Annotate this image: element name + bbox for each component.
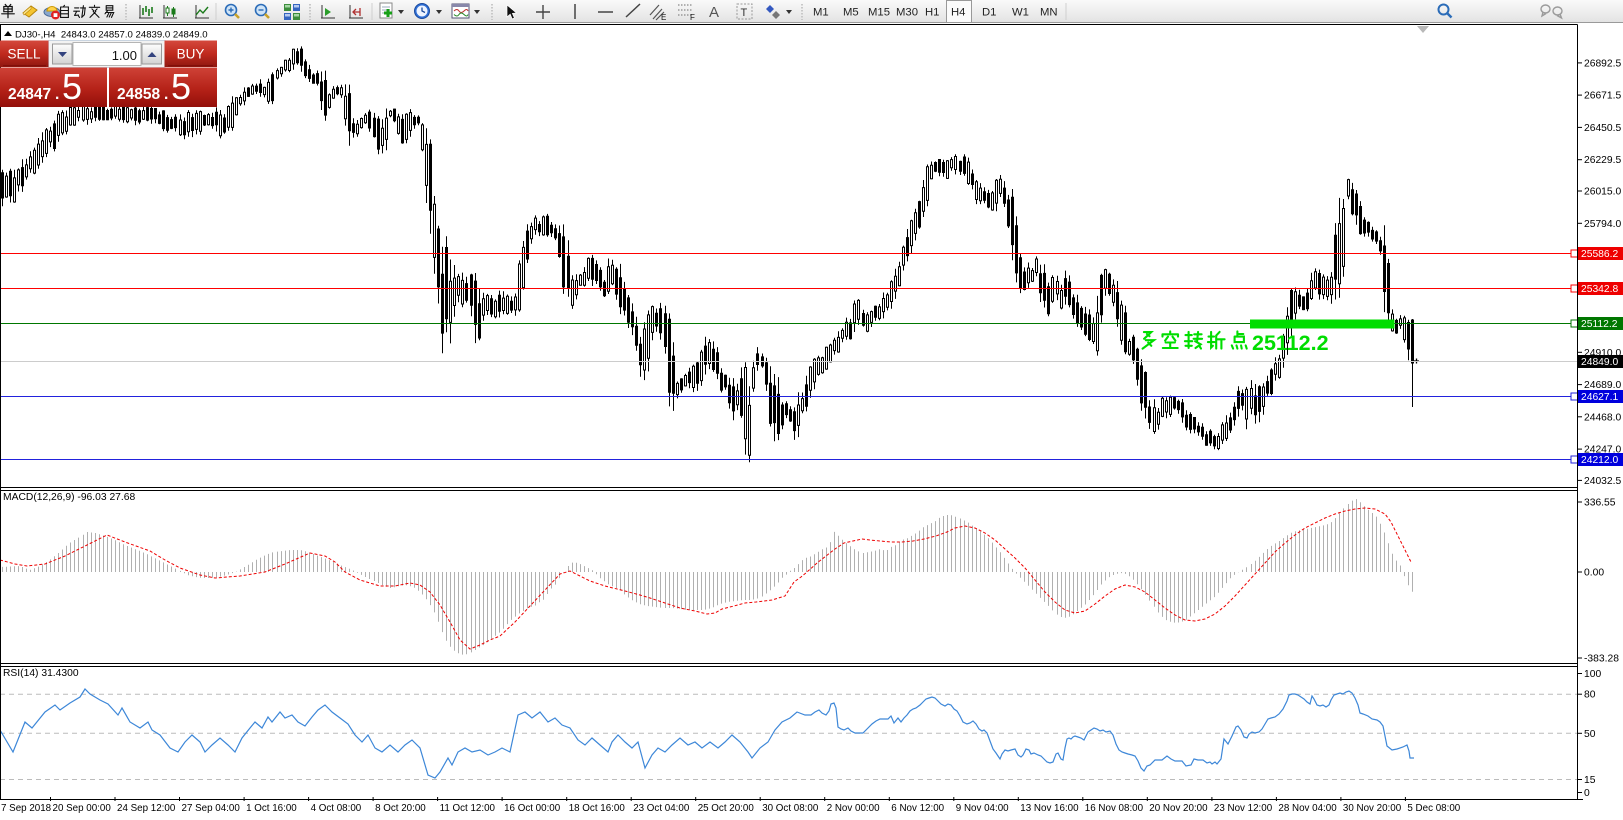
svg-text:26671.5: 26671.5	[1584, 91, 1621, 102]
svg-text:24858: 24858	[117, 86, 160, 103]
svg-text:16 Nov 08:00: 16 Nov 08:00	[1085, 803, 1144, 814]
svg-text:15: 15	[1584, 775, 1596, 786]
svg-text:25 Oct 20:00: 25 Oct 20:00	[698, 803, 755, 814]
svg-text:MN: MN	[1040, 7, 1058, 19]
svg-text:25586.2: 25586.2	[1581, 249, 1618, 260]
svg-text:50: 50	[1584, 729, 1596, 740]
svg-text:25794.0: 25794.0	[1584, 219, 1621, 230]
svg-text:5 Dec 08:00: 5 Dec 08:00	[1407, 803, 1460, 814]
svg-text:25342.8: 25342.8	[1581, 284, 1618, 295]
svg-text:5: 5	[62, 66, 82, 107]
svg-text:H1: H1	[925, 7, 939, 19]
svg-text:30 Oct 08:00: 30 Oct 08:00	[762, 803, 819, 814]
svg-text:M15: M15	[868, 7, 890, 19]
svg-text:4 Oct 08:00: 4 Oct 08:00	[311, 803, 362, 814]
svg-text:26892.5: 26892.5	[1584, 58, 1621, 69]
svg-text:6 Nov 12:00: 6 Nov 12:00	[891, 803, 944, 814]
svg-text:-383.28: -383.28	[1584, 654, 1619, 665]
svg-text:.: .	[55, 86, 59, 103]
svg-text:BUY: BUY	[177, 47, 205, 62]
svg-text:SELL: SELL	[7, 47, 41, 62]
svg-text:M30: M30	[896, 7, 918, 19]
svg-text:336.55: 336.55	[1584, 498, 1616, 509]
svg-text:23 Oct 04:00: 23 Oct 04:00	[633, 803, 690, 814]
svg-text:28 Nov 04:00: 28 Nov 04:00	[1278, 803, 1337, 814]
svg-text:24212.0: 24212.0	[1581, 455, 1618, 466]
svg-text:M1: M1	[813, 7, 829, 19]
svg-text:1 Oct 16:00: 1 Oct 16:00	[246, 803, 297, 814]
svg-text:27 Sep 04:00: 27 Sep 04:00	[182, 803, 241, 814]
svg-text:T: T	[741, 7, 748, 19]
svg-text:F: F	[690, 13, 695, 22]
svg-text:24847: 24847	[8, 86, 51, 103]
svg-text:11 Oct 12:00: 11 Oct 12:00	[440, 803, 496, 814]
svg-text:M5: M5	[843, 7, 859, 19]
svg-text:16 Oct 00:00: 16 Oct 00:00	[504, 803, 561, 814]
svg-text:18 Oct 16:00: 18 Oct 16:00	[569, 803, 626, 814]
svg-text:8 Oct 20:00: 8 Oct 20:00	[375, 803, 426, 814]
svg-text:24910.0: 24910.0	[1584, 348, 1621, 359]
svg-text:24627.1: 24627.1	[1581, 392, 1618, 403]
svg-text:24247.0: 24247.0	[1584, 445, 1621, 456]
svg-text:26229.5: 26229.5	[1584, 155, 1621, 166]
svg-text:H4: H4	[951, 7, 965, 19]
svg-text:W1: W1	[1012, 7, 1029, 19]
svg-text:5: 5	[171, 66, 191, 107]
svg-text:24468.0: 24468.0	[1584, 412, 1621, 423]
svg-text:.: .	[164, 86, 168, 103]
svg-text:2 Nov 00:00: 2 Nov 00:00	[827, 803, 880, 814]
svg-text:25112.2: 25112.2	[1581, 319, 1618, 330]
svg-text:24689.0: 24689.0	[1584, 380, 1621, 391]
svg-text:RSI(14) 31.4300: RSI(14) 31.4300	[3, 668, 79, 679]
svg-text:0: 0	[1584, 788, 1590, 799]
svg-text:24032.5: 24032.5	[1584, 476, 1621, 487]
svg-text:1.00: 1.00	[112, 48, 137, 63]
svg-text:20 Nov 20:00: 20 Nov 20:00	[1149, 803, 1208, 814]
svg-text:9 Nov 04:00: 9 Nov 04:00	[956, 803, 1009, 814]
svg-text:E: E	[661, 13, 666, 22]
svg-text:26015.0: 26015.0	[1584, 187, 1621, 198]
svg-text:20 Sep 00:00: 20 Sep 00:00	[53, 803, 112, 814]
svg-text:A: A	[709, 4, 719, 21]
svg-text:7 Sep 2018: 7 Sep 2018	[1, 803, 52, 814]
svg-text:80: 80	[1584, 690, 1596, 701]
svg-text:26450.5: 26450.5	[1584, 123, 1621, 134]
svg-text:13 Nov 16:00: 13 Nov 16:00	[1020, 803, 1079, 814]
svg-text:0.00: 0.00	[1584, 568, 1604, 579]
svg-text:DJ30-,H4 24843.0 24857.0 2483: DJ30-,H4 24843.0 24857.0 24839.0 24849.0	[15, 30, 208, 41]
svg-text:MACD(12,26,9) -96.03 27.68: MACD(12,26,9) -96.03 27.68	[3, 492, 135, 503]
svg-text:25112.2: 25112.2	[1252, 331, 1329, 355]
svg-text:30 Nov 20:00: 30 Nov 20:00	[1343, 803, 1402, 814]
svg-text:24849.0: 24849.0	[1581, 357, 1618, 368]
svg-text:24 Sep 12:00: 24 Sep 12:00	[117, 803, 176, 814]
svg-text:D1: D1	[982, 7, 996, 19]
svg-text:23 Nov 12:00: 23 Nov 12:00	[1214, 803, 1273, 814]
svg-text:100: 100	[1584, 669, 1601, 680]
